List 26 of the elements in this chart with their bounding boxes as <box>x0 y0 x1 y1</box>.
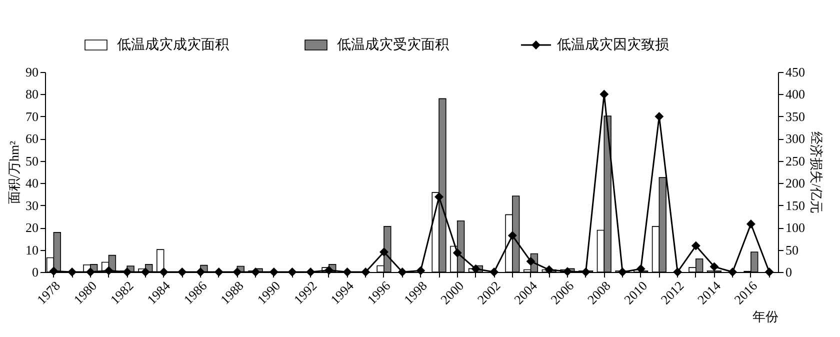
y2-tick-label: 400 <box>786 86 805 102</box>
y-tick-label: 90 <box>26 64 38 80</box>
y-tick-label: 80 <box>26 86 38 102</box>
y-axis-title: 面积/万hm² <box>6 140 22 204</box>
y-tick-label: 60 <box>26 131 38 146</box>
y2-tick-label: 450 <box>786 64 805 80</box>
x-axis-title: 年份 <box>752 309 778 324</box>
y2-tick-label: 0 <box>786 264 792 280</box>
legend-label: 低温成灾因灾致损 <box>557 37 669 53</box>
y2-tick-label: 100 <box>786 220 805 236</box>
y2-tick-label: 350 <box>786 108 805 124</box>
legend-label: 低温成灾受灾面积 <box>337 37 449 53</box>
y-tick-label: 0 <box>32 264 38 280</box>
y-tick-label: 10 <box>26 242 38 258</box>
y2-tick-label: 250 <box>786 153 805 168</box>
y-tick-label: 20 <box>26 220 38 236</box>
y2-tick-label: 150 <box>786 198 805 213</box>
y-tick-label: 40 <box>26 176 38 191</box>
y2-tick-label: 300 <box>786 131 805 146</box>
y2-axis-title: 经济损失/亿元 <box>809 132 824 214</box>
legend-label: 低温成灾成灾面积 <box>117 37 229 53</box>
y-tick-label: 70 <box>26 108 38 124</box>
y2-tick-label: 200 <box>786 176 805 191</box>
y-tick-label: 30 <box>26 198 38 213</box>
y2-tick-label: 50 <box>786 242 798 258</box>
y-tick-label: 50 <box>26 153 38 168</box>
